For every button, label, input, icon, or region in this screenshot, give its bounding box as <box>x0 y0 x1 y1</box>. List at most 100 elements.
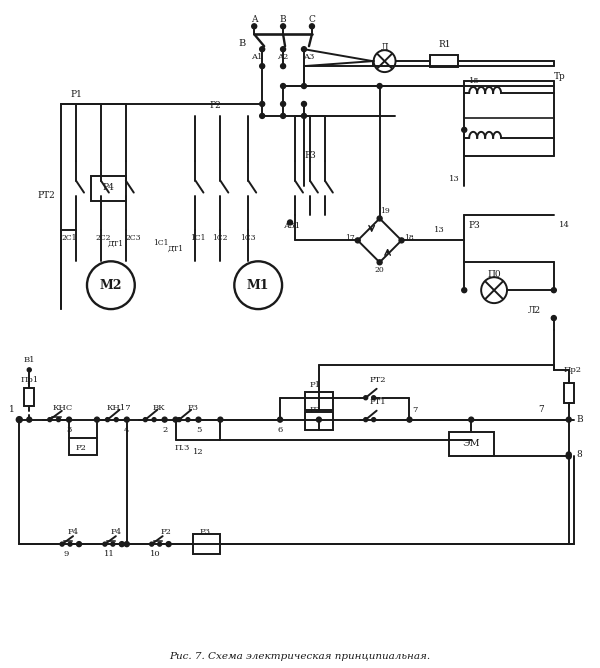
Bar <box>305 411 333 430</box>
Text: 1С2: 1С2 <box>212 234 228 242</box>
Text: 2С1: 2С1 <box>61 234 77 242</box>
Circle shape <box>551 288 556 293</box>
Bar <box>449 432 494 456</box>
Circle shape <box>566 452 571 457</box>
Circle shape <box>377 84 382 89</box>
Circle shape <box>177 418 181 422</box>
Text: Р3: Р3 <box>200 528 211 536</box>
Text: Р4: Р4 <box>110 528 121 536</box>
Circle shape <box>111 542 115 546</box>
Text: М2: М2 <box>100 279 122 292</box>
Circle shape <box>566 417 571 422</box>
Circle shape <box>301 102 307 106</box>
Circle shape <box>152 418 156 422</box>
Circle shape <box>281 114 286 118</box>
Text: 17: 17 <box>345 234 355 242</box>
Circle shape <box>94 417 100 422</box>
Text: 1С3: 1С3 <box>241 234 256 242</box>
Circle shape <box>260 102 265 106</box>
Circle shape <box>260 47 265 51</box>
Text: ДТ1: ДТ1 <box>108 239 124 247</box>
Text: 2С3: 2С3 <box>126 234 142 242</box>
Text: P2: P2 <box>310 405 320 413</box>
Text: ЭМ: ЭМ <box>463 439 480 448</box>
Text: 1С1: 1С1 <box>190 234 205 242</box>
Text: Р3: Р3 <box>188 403 199 411</box>
Circle shape <box>27 417 32 422</box>
Circle shape <box>149 542 154 546</box>
Text: 12: 12 <box>193 448 204 456</box>
Text: 14: 14 <box>559 222 569 229</box>
Circle shape <box>301 84 307 89</box>
Circle shape <box>469 417 473 422</box>
Circle shape <box>186 418 190 422</box>
Circle shape <box>68 542 72 546</box>
Text: Л2: Л2 <box>527 305 541 315</box>
Text: П0: П0 <box>487 270 501 279</box>
Text: Л: Л <box>381 43 388 51</box>
Circle shape <box>278 417 283 422</box>
Text: 2: 2 <box>162 426 167 434</box>
Text: ВК: ВК <box>152 403 165 411</box>
Text: Пр1: Пр1 <box>20 376 38 384</box>
Text: КН17: КН17 <box>107 403 131 411</box>
Bar <box>91 176 126 200</box>
Text: 8: 8 <box>577 450 583 459</box>
Text: РТ2: РТ2 <box>370 376 386 384</box>
Text: 1: 1 <box>8 405 14 414</box>
Text: P1: P1 <box>70 90 82 98</box>
Circle shape <box>48 418 52 422</box>
Text: B: B <box>280 15 286 24</box>
Circle shape <box>260 114 265 118</box>
Text: Тр: Тр <box>554 71 566 81</box>
Text: 18: 18 <box>404 234 415 242</box>
Circle shape <box>27 368 31 372</box>
Circle shape <box>377 216 382 221</box>
Text: 10: 10 <box>151 550 161 558</box>
Text: A2: A2 <box>277 53 289 61</box>
Circle shape <box>60 542 64 546</box>
Text: 7: 7 <box>538 405 544 414</box>
Text: Р2: Р2 <box>160 528 171 536</box>
Text: Р4: Р4 <box>67 528 79 536</box>
Text: A3: A3 <box>303 53 314 61</box>
Circle shape <box>158 542 161 546</box>
Text: 7: 7 <box>412 405 417 413</box>
Circle shape <box>371 418 376 422</box>
Circle shape <box>371 395 376 399</box>
Text: 13: 13 <box>434 226 445 234</box>
Circle shape <box>310 24 314 29</box>
Circle shape <box>316 417 322 422</box>
Text: 15: 15 <box>469 77 479 85</box>
Text: 2С2: 2С2 <box>95 234 110 242</box>
Circle shape <box>252 24 257 29</box>
Bar <box>69 438 97 456</box>
Text: А31: А31 <box>283 222 301 230</box>
Text: 11: 11 <box>104 550 114 558</box>
Circle shape <box>566 454 571 459</box>
Circle shape <box>364 395 368 399</box>
Circle shape <box>281 24 286 29</box>
Circle shape <box>67 417 71 422</box>
Circle shape <box>114 418 118 422</box>
Circle shape <box>173 417 178 422</box>
Text: 19: 19 <box>380 206 389 214</box>
Circle shape <box>77 542 82 546</box>
Text: П.З: П.З <box>175 444 190 452</box>
Circle shape <box>377 260 382 265</box>
Text: Р4: Р4 <box>103 183 115 192</box>
Circle shape <box>407 417 412 422</box>
Circle shape <box>119 542 124 546</box>
Text: Рис. 7. Схема электрическая принципиальная.: Рис. 7. Схема электрическая принципиальн… <box>169 652 431 661</box>
Text: Р2: Р2 <box>76 444 86 452</box>
Circle shape <box>196 417 201 422</box>
Circle shape <box>281 47 286 51</box>
Circle shape <box>124 542 129 546</box>
Text: 3: 3 <box>67 426 72 434</box>
Circle shape <box>106 418 109 422</box>
Circle shape <box>166 542 171 546</box>
Text: A: A <box>251 15 257 24</box>
Circle shape <box>103 542 107 546</box>
Circle shape <box>287 220 293 225</box>
Text: C: C <box>308 15 316 24</box>
